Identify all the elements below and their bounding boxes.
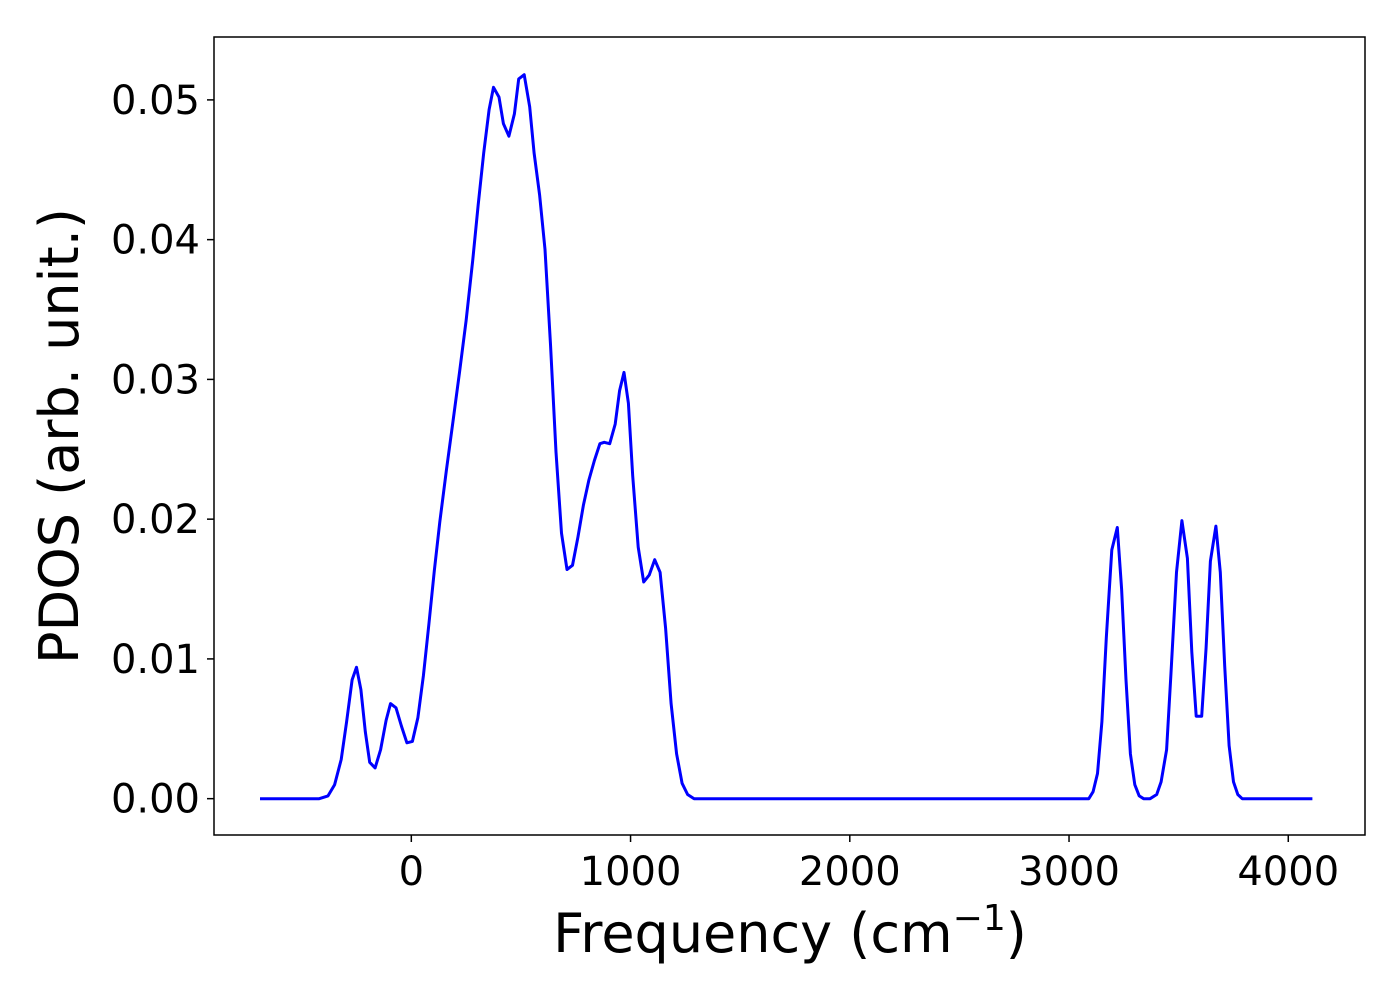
y-tick-label: 0.01 [111, 637, 200, 683]
y-tick-label: 0.05 [111, 78, 200, 124]
x-tick-label: 1000 [580, 849, 682, 895]
x-tick-label: 3000 [1018, 849, 1120, 895]
x-tick-label: 0 [399, 849, 424, 895]
x-tick-label: 2000 [799, 849, 901, 895]
y-tick-label: 0.03 [111, 357, 200, 403]
pdos-series-line [260, 73, 1313, 801]
y-tick-label: 0.02 [111, 497, 200, 543]
x-axis-label-superscript: −1 [953, 898, 1006, 939]
x-axis: 0 1000 2000 3000 4000 [399, 835, 1339, 895]
y-axis-label: PDOS (arb. unit.) [28, 208, 91, 664]
x-tick-label: 4000 [1237, 849, 1339, 895]
x-axis-label: Frequency (cm−1) [553, 898, 1027, 965]
x-axis-label-suffix: ) [1006, 902, 1027, 965]
y-axis: 0.00 0.01 0.02 0.03 0.04 0.05 [111, 78, 214, 823]
y-tick-label: 0.00 [111, 777, 200, 823]
y-tick-label: 0.04 [111, 218, 200, 264]
plot-area [213, 36, 1366, 836]
